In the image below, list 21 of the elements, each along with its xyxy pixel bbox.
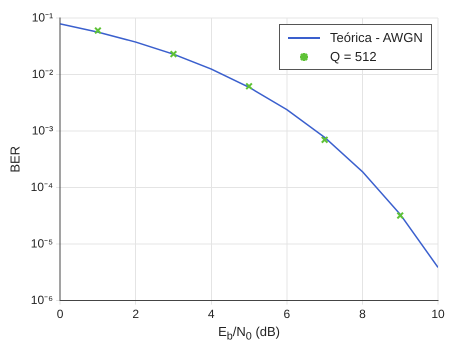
y-tick-label: 10⁻⁴ [30, 180, 54, 194]
x-tick-label: 4 [208, 307, 215, 322]
x-tick-label: 10 [431, 307, 445, 322]
x-tick-label: 8 [359, 307, 366, 322]
point [245, 82, 253, 90]
y-axis-title: BER [7, 146, 22, 173]
y-tick-label: 10⁻¹ [32, 10, 54, 24]
x-tick-label: 2 [132, 307, 140, 322]
point [170, 50, 178, 58]
y-tick-label: 10⁻² [32, 66, 54, 81]
y-tick-label: 10⁻⁵ [30, 236, 54, 250]
legend-label: Q = 512 [330, 49, 377, 64]
legend-label: Teórica - AWGN [330, 30, 423, 45]
x-tick-label: 0 [56, 307, 64, 322]
y-tick-label: 10⁻³ [32, 123, 54, 138]
point [94, 26, 102, 34]
y-tick-label: 10⁻⁶ [30, 292, 54, 307]
x-tick-label: 6 [284, 307, 290, 322]
x-axis-title: E$_{b}$/N$_{0}$ (dB) [218, 324, 280, 343]
point [320, 136, 328, 144]
point [396, 212, 404, 220]
